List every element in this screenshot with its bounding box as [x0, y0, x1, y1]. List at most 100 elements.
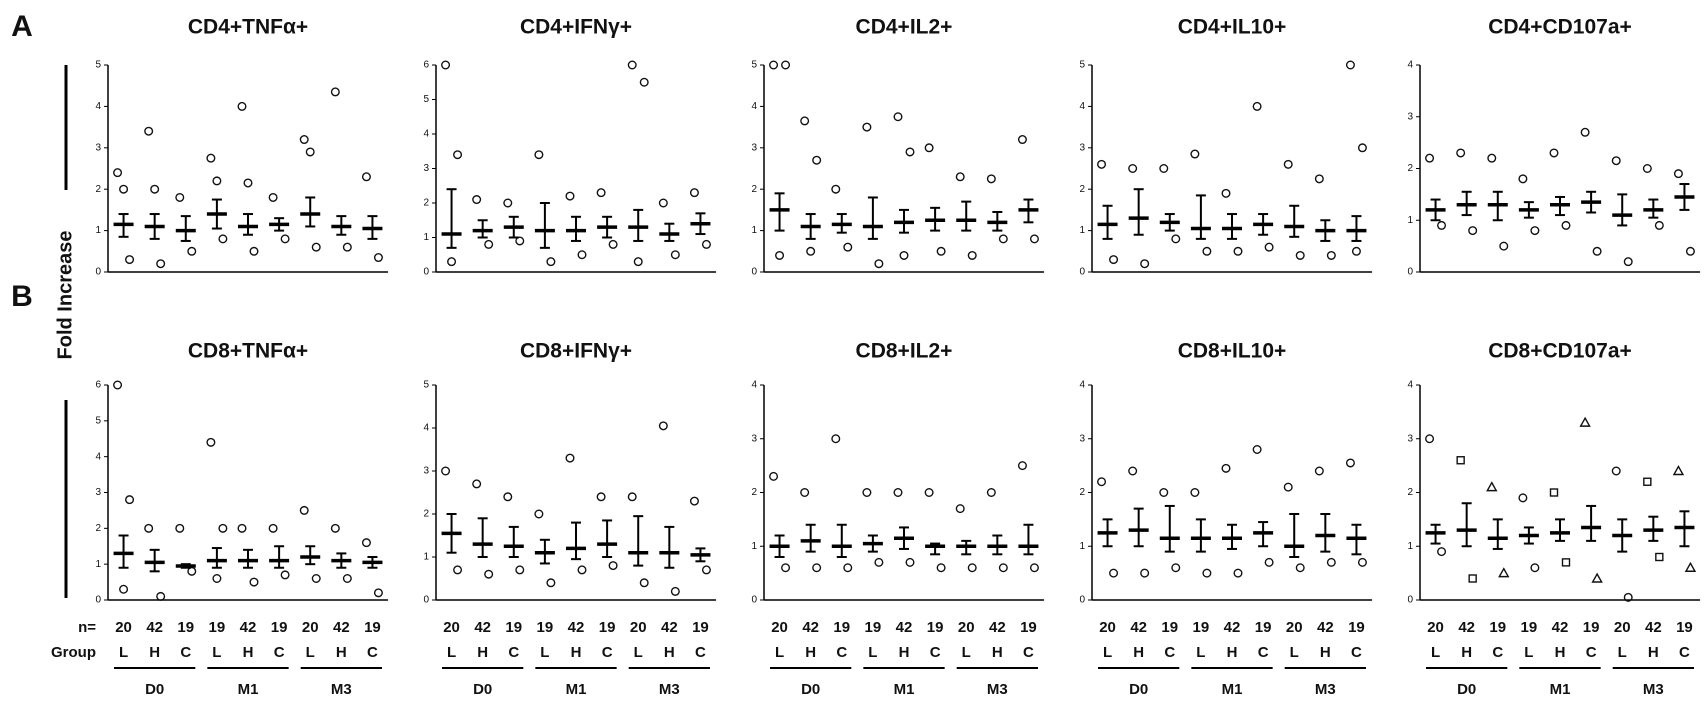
y-tick-label: 5: [751, 60, 757, 71]
n-value: 42: [661, 619, 678, 636]
data-point: [1284, 161, 1292, 169]
group-label: L: [212, 644, 221, 661]
data-point: [332, 88, 340, 96]
y-tick-label: 5: [423, 380, 429, 391]
y-tick-label: 1: [95, 225, 101, 236]
n-value: 20: [443, 619, 460, 636]
time-label: M1: [566, 681, 587, 698]
group-label: C: [1492, 644, 1503, 661]
data-point: [844, 564, 852, 572]
group-label: H: [1133, 644, 1144, 661]
data-point: [1687, 248, 1695, 256]
y-tick-label: 0: [423, 267, 429, 278]
group-label: C: [508, 644, 519, 661]
n-value: 19: [1521, 619, 1538, 636]
time-label: M1: [1222, 681, 1243, 698]
data-point: [609, 562, 617, 570]
data-point: [1624, 258, 1632, 266]
n-value: 19: [505, 619, 522, 636]
y-tick-label: 0: [95, 595, 101, 606]
data-point: [300, 136, 308, 144]
data-point: [1203, 248, 1211, 256]
data-point: [597, 493, 605, 501]
group-label: H: [992, 644, 1003, 661]
data-point: [1191, 150, 1199, 158]
time-label: M3: [331, 681, 352, 698]
data-point: [578, 566, 586, 574]
data-point: [1469, 575, 1476, 582]
data-point: [1172, 235, 1180, 243]
data-point: [968, 252, 976, 260]
data-point: [1551, 489, 1558, 496]
data-point: [1612, 467, 1620, 475]
n-value: 42: [568, 619, 585, 636]
data-point: [516, 566, 524, 574]
data-point: [1469, 227, 1477, 235]
time-label: D0: [1457, 681, 1476, 698]
data-point: [157, 260, 165, 268]
data-point: [213, 177, 221, 185]
y-tick-label: 4: [1407, 60, 1413, 71]
n-value: 20: [630, 619, 647, 636]
data-point: [807, 248, 815, 256]
group-label: C: [695, 644, 706, 661]
y-tick-label: 2: [751, 184, 757, 195]
y-tick-label: 2: [1407, 163, 1413, 174]
y-tick-label: 3: [95, 487, 101, 498]
data-point: [219, 235, 227, 243]
data-point: [1328, 559, 1336, 567]
n-value: 20: [1286, 619, 1303, 636]
data-point: [1019, 136, 1027, 144]
data-point: [188, 248, 196, 256]
group-label: L: [868, 644, 877, 661]
data-point: [126, 256, 134, 264]
data-point: [770, 473, 778, 481]
data-point: [1129, 467, 1137, 475]
group-label: L: [1524, 644, 1533, 661]
y-tick-label: 4: [95, 451, 101, 462]
data-point: [1581, 128, 1589, 136]
y-tick-label: 1: [751, 225, 757, 236]
data-point: [1347, 61, 1355, 69]
data-point: [1328, 252, 1336, 260]
data-point: [937, 248, 945, 256]
y-tick-label: 4: [1079, 101, 1085, 112]
data-point: [1353, 248, 1361, 256]
group-label: C: [180, 644, 191, 661]
n-value: 42: [1317, 619, 1334, 636]
data-point: [1110, 569, 1118, 577]
group-label: L: [119, 644, 128, 661]
panel-label: A: [11, 10, 33, 43]
data-point: [956, 173, 964, 181]
data-point: [485, 570, 493, 578]
data-point: [1265, 243, 1273, 251]
data-point: [300, 507, 308, 515]
data-point: [1222, 465, 1230, 473]
data-point: [454, 566, 462, 574]
y-tick-label: 1: [95, 559, 101, 570]
chart-title: CD8+IL2+: [856, 340, 953, 363]
n-value: 19: [927, 619, 944, 636]
data-point: [1500, 242, 1508, 250]
y-tick-label: 5: [95, 60, 101, 71]
data-point: [1581, 418, 1590, 426]
data-point: [306, 148, 314, 156]
data-point: [1674, 467, 1683, 475]
n-value: 42: [896, 619, 913, 636]
data-point: [1284, 483, 1292, 491]
data-point: [363, 173, 371, 181]
n-value: 19: [1676, 619, 1693, 636]
y-tick-label: 3: [95, 142, 101, 153]
data-point: [1031, 564, 1039, 572]
n-value: 42: [474, 619, 491, 636]
y-tick-label: 0: [423, 595, 429, 606]
y-tick-label: 5: [95, 415, 101, 426]
data-point: [1488, 154, 1496, 162]
y-axis-label: Fold Increase: [54, 231, 76, 360]
y-tick-label: 6: [95, 380, 101, 391]
data-point: [238, 525, 246, 533]
data-point: [660, 199, 668, 207]
group-label: H: [1320, 644, 1331, 661]
chart-title: CD4+IL2+: [856, 16, 953, 39]
n-value: 42: [802, 619, 819, 636]
